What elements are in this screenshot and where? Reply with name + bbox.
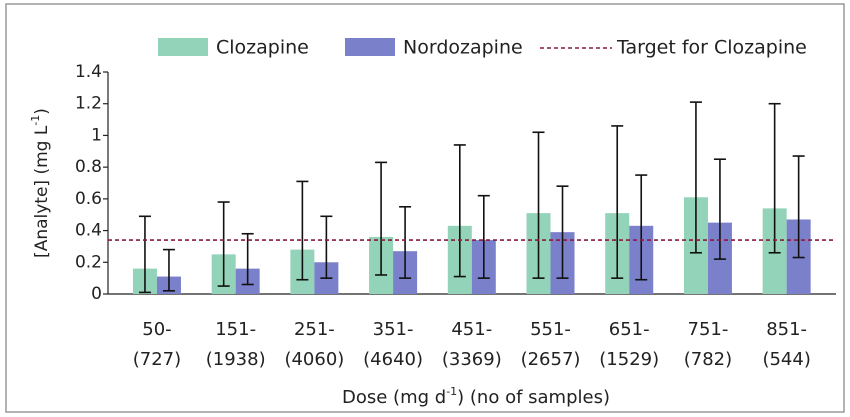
y-tick-label: 0.2 <box>75 252 102 272</box>
y-axis-label: [Analyte] (mg L-1) <box>29 108 52 258</box>
y-tick-label: 1.4 <box>75 62 102 82</box>
x-tick-label: (4060) <box>284 349 344 370</box>
y-label-sup: -1 <box>29 115 42 126</box>
x-tick-label: (782) <box>684 349 732 370</box>
x-label-text: ) (no of samples) <box>457 387 610 408</box>
legend-label: Nordozapine <box>403 37 523 59</box>
x-tick-label: 751- <box>688 319 729 340</box>
x-tick-label: 251- <box>294 319 335 340</box>
x-tick-label: (2657) <box>521 349 581 370</box>
legend-label: Target for Clozapine <box>616 37 807 59</box>
x-tick-label: 551- <box>530 319 571 340</box>
x-label-sup: -1 <box>446 385 457 398</box>
x-tick-label: (1938) <box>206 349 266 370</box>
x-tick-label: (3369) <box>442 349 502 370</box>
y-tick-label: 1 <box>91 125 102 145</box>
y-tick-label: 0.6 <box>75 189 102 209</box>
x-tick-label: 851- <box>766 319 807 340</box>
legend-swatch <box>158 38 208 56</box>
y-label-text: [Analyte] (mg L <box>32 125 52 258</box>
legend-swatch <box>345 38 395 56</box>
x-tick-label: (1529) <box>599 349 659 370</box>
y-tick-label: 1.2 <box>75 94 102 114</box>
x-label-text: Dose (mg d <box>342 387 446 408</box>
x-tick-label: 651- <box>609 319 650 340</box>
x-tick-label: (4640) <box>363 349 423 370</box>
x-tick-label: 351- <box>373 319 414 340</box>
x-tick-label: 151- <box>215 319 256 340</box>
x-tick-label: 451- <box>451 319 492 340</box>
x-axis-label: Dose (mg d-1) (no of samples) <box>342 385 610 408</box>
y-tick-label: 0 <box>91 284 102 304</box>
y-tick-label: 0.4 <box>75 221 102 241</box>
y-label-text: ) <box>32 108 52 115</box>
x-tick-label: (544) <box>762 349 810 370</box>
y-tick-label: 0.8 <box>75 157 102 177</box>
x-tick-label: (727) <box>133 349 181 370</box>
legend-label: Clozapine <box>216 37 309 59</box>
x-tick-label: 50- <box>142 319 171 340</box>
